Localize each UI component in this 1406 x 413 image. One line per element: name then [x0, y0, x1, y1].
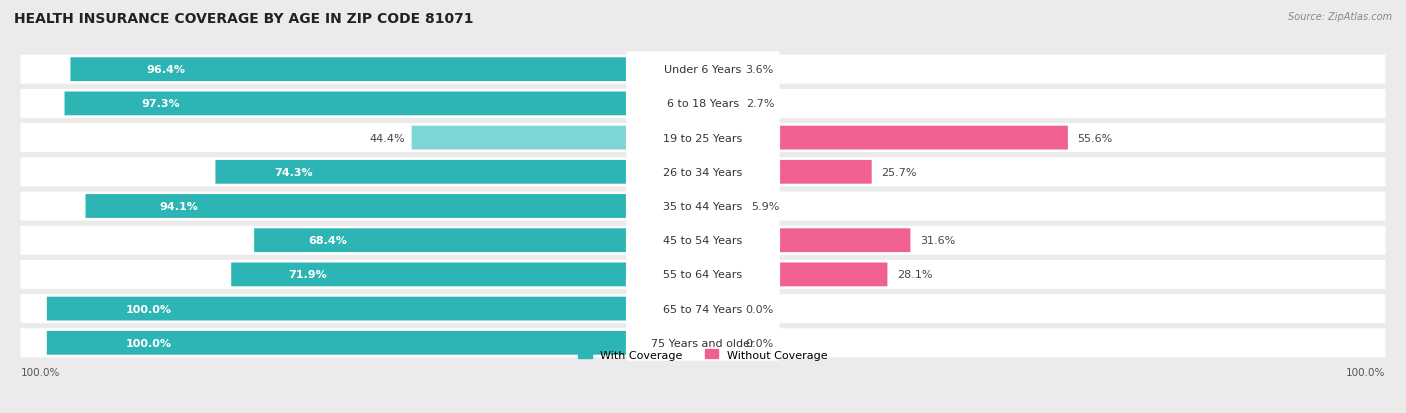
Text: 6 to 18 Years: 6 to 18 Years: [666, 99, 740, 109]
FancyBboxPatch shape: [626, 52, 780, 88]
Legend: With Coverage, Without Coverage: With Coverage, Without Coverage: [574, 345, 832, 364]
Text: 0.0%: 0.0%: [745, 338, 773, 348]
FancyBboxPatch shape: [21, 90, 1385, 119]
Text: 44.4%: 44.4%: [370, 133, 405, 143]
Text: 2.7%: 2.7%: [745, 99, 775, 109]
Text: 100.0%: 100.0%: [125, 338, 172, 348]
FancyBboxPatch shape: [46, 297, 703, 321]
Text: 65 to 74 Years: 65 to 74 Years: [664, 304, 742, 314]
Text: 100.0%: 100.0%: [125, 304, 172, 314]
Text: 94.1%: 94.1%: [160, 202, 198, 211]
Text: 100.0%: 100.0%: [1346, 367, 1385, 377]
FancyBboxPatch shape: [626, 189, 780, 224]
FancyBboxPatch shape: [626, 86, 780, 122]
FancyBboxPatch shape: [626, 154, 780, 190]
FancyBboxPatch shape: [254, 229, 703, 252]
Text: 74.3%: 74.3%: [274, 167, 312, 177]
Text: 3.6%: 3.6%: [745, 65, 773, 75]
Text: Source: ZipAtlas.com: Source: ZipAtlas.com: [1288, 12, 1392, 22]
Text: 71.9%: 71.9%: [288, 270, 326, 280]
FancyBboxPatch shape: [703, 297, 735, 321]
Text: Under 6 Years: Under 6 Years: [665, 65, 741, 75]
Text: 28.1%: 28.1%: [897, 270, 932, 280]
FancyBboxPatch shape: [231, 263, 703, 287]
FancyBboxPatch shape: [703, 263, 887, 287]
FancyBboxPatch shape: [703, 161, 872, 184]
Text: 68.4%: 68.4%: [308, 236, 347, 246]
FancyBboxPatch shape: [86, 195, 703, 218]
Text: HEALTH INSURANCE COVERAGE BY AGE IN ZIP CODE 81071: HEALTH INSURANCE COVERAGE BY AGE IN ZIP …: [14, 12, 474, 26]
FancyBboxPatch shape: [215, 161, 703, 184]
Text: 31.6%: 31.6%: [920, 236, 956, 246]
FancyBboxPatch shape: [21, 260, 1385, 289]
Text: 26 to 34 Years: 26 to 34 Years: [664, 167, 742, 177]
FancyBboxPatch shape: [703, 195, 742, 218]
FancyBboxPatch shape: [21, 294, 1385, 323]
FancyBboxPatch shape: [21, 192, 1385, 221]
Text: 45 to 54 Years: 45 to 54 Years: [664, 236, 742, 246]
FancyBboxPatch shape: [626, 121, 780, 156]
FancyBboxPatch shape: [703, 126, 1069, 150]
FancyBboxPatch shape: [703, 229, 911, 252]
FancyBboxPatch shape: [412, 126, 703, 150]
Text: 19 to 25 Years: 19 to 25 Years: [664, 133, 742, 143]
Text: 75 Years and older: 75 Years and older: [651, 338, 755, 348]
Text: 0.0%: 0.0%: [745, 304, 773, 314]
FancyBboxPatch shape: [703, 92, 735, 116]
FancyBboxPatch shape: [21, 55, 1385, 85]
FancyBboxPatch shape: [626, 291, 780, 327]
Text: 5.9%: 5.9%: [752, 202, 780, 211]
Text: 96.4%: 96.4%: [146, 65, 186, 75]
FancyBboxPatch shape: [703, 58, 735, 82]
FancyBboxPatch shape: [21, 124, 1385, 153]
FancyBboxPatch shape: [21, 328, 1385, 358]
FancyBboxPatch shape: [65, 92, 703, 116]
Text: 97.3%: 97.3%: [141, 99, 180, 109]
FancyBboxPatch shape: [70, 58, 703, 82]
FancyBboxPatch shape: [21, 226, 1385, 255]
Text: 55.6%: 55.6%: [1077, 133, 1114, 143]
FancyBboxPatch shape: [626, 223, 780, 259]
FancyBboxPatch shape: [626, 257, 780, 292]
Text: 25.7%: 25.7%: [882, 167, 917, 177]
Text: 55 to 64 Years: 55 to 64 Years: [664, 270, 742, 280]
FancyBboxPatch shape: [46, 331, 703, 355]
Text: 35 to 44 Years: 35 to 44 Years: [664, 202, 742, 211]
Text: 100.0%: 100.0%: [21, 367, 60, 377]
FancyBboxPatch shape: [21, 158, 1385, 187]
FancyBboxPatch shape: [703, 331, 735, 355]
FancyBboxPatch shape: [626, 325, 780, 361]
